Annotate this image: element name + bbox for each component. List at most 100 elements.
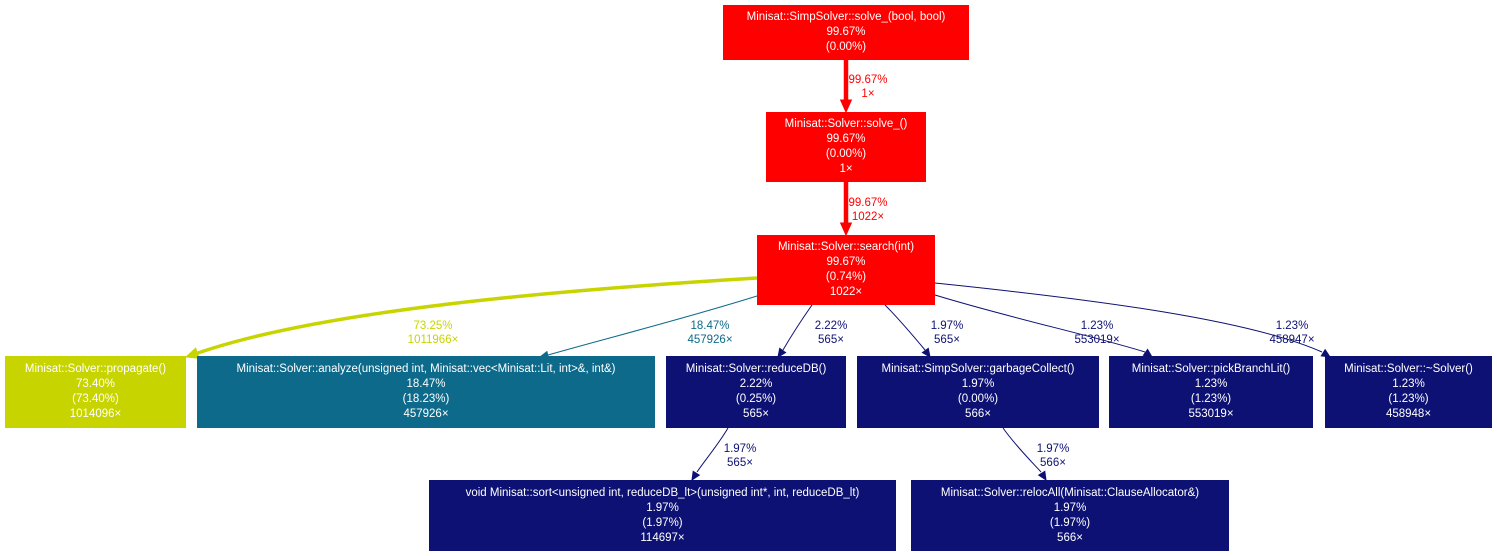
node-name: Minisat::Solver::propagate() (24, 363, 167, 375)
node-analyze[interactable]: Minisat::Solver::analyze(unsigned int, M… (197, 356, 655, 428)
edge-calls: 553019× (1074, 334, 1120, 346)
node-name: Minisat::Solver::~Solver() (1344, 363, 1473, 375)
edge-percent: 99.67% (848, 74, 888, 86)
edge-search-to-gc (884, 304, 926, 351)
edge-percent: 73.25% (413, 320, 453, 332)
node-solve_bool[interactable]: Minisat::SimpSolver::solve_(bool, bool)9… (723, 5, 969, 60)
node-search[interactable]: Minisat::Solver::search(int)99.67%(0.74%… (757, 235, 935, 305)
edge-calls: 565× (818, 334, 844, 346)
node-total: 99.67% (826, 26, 866, 38)
node-gc[interactable]: Minisat::SimpSolver::garbageCollect()1.9… (857, 356, 1099, 428)
node-total: 99.67% (826, 256, 866, 268)
edge-arrowhead (921, 347, 931, 358)
edge-label: 1.97% 565× (724, 442, 757, 470)
edge-percent: 2.22% (814, 320, 848, 332)
edge-search-to-analyze (547, 295, 758, 356)
edge-percent: 1.23% (1080, 320, 1114, 332)
node-self: (0.00%) (825, 148, 867, 160)
edge-arrowhead (184, 347, 200, 359)
edge-percent: 1.97% (1036, 443, 1070, 455)
node-total: 1.23% (1392, 378, 1425, 390)
edge-reducedb-to-sort (696, 427, 729, 473)
node-total: 2.22% (739, 378, 773, 390)
node-calls: 566× (965, 408, 991, 420)
edge-search-to-pick (934, 294, 1146, 353)
node-self: (0.25%) (735, 393, 777, 405)
node-self: (18.23%) (402, 393, 450, 405)
edge-calls: 1022× (851, 211, 885, 223)
edge-percent: 1.97% (930, 320, 964, 332)
edge-gc-to-reloc (1002, 427, 1042, 473)
edge-label: 73.25% 1011966× (408, 319, 459, 347)
node-name: void Minisat::sort<unsigned int, reduceD… (465, 486, 860, 499)
node-self: (1.97%) (1049, 516, 1091, 529)
edge-label: 99.67% 1022× (848, 196, 887, 224)
edge-arrowhead (1037, 470, 1047, 482)
edge-calls: 566× (1040, 457, 1066, 469)
node-dtor[interactable]: Minisat::Solver::~Solver()1.23%(1.23%)45… (1325, 356, 1492, 428)
node-reloc[interactable]: Minisat::Solver::relocAll(Minisat::Claus… (911, 480, 1229, 551)
node-calls: 1× (839, 163, 853, 175)
node-total: 1.97% (1053, 501, 1087, 514)
node-name: Minisat::Solver::solve_() (784, 118, 908, 130)
node-self: (1.97%) (642, 516, 683, 529)
node-total: 1.97% (646, 501, 679, 514)
edge-label: 1.23% 553019× (1074, 319, 1119, 347)
edge-arrowhead (777, 347, 787, 358)
edge-label: 99.67% 1× (848, 73, 887, 101)
edge-calls: 1× (861, 88, 875, 100)
node-calls: 566× (1057, 531, 1083, 544)
node-name: Minisat::SimpSolver::solve_(bool, bool) (746, 11, 946, 23)
edge-arrowhead (839, 222, 853, 237)
edge-calls: 457926× (687, 334, 733, 346)
node-calls: 1022× (829, 286, 863, 298)
node-propagate[interactable]: Minisat::Solver::propagate()73.40%(73.40… (5, 356, 186, 428)
edge-percent: 18.47% (690, 320, 730, 332)
node-calls: 114697× (640, 531, 685, 544)
node-solve[interactable]: Minisat::Solver::solve_()99.67%(0.00%)1× (766, 112, 926, 182)
edge-percent: 99.67% (848, 197, 888, 209)
node-calls: 457926× (403, 408, 449, 420)
node-total: 1.23% (1194, 378, 1228, 390)
node-sort[interactable]: void Minisat::sort<unsigned int, reduceD… (429, 480, 896, 551)
edge-calls: 565× (727, 457, 753, 469)
node-self: (73.40%) (72, 393, 119, 405)
edge-arrowhead (691, 470, 701, 482)
node-self: (0.00%) (957, 393, 999, 405)
edge-label: 1.97% 565× (931, 319, 964, 347)
node-total: 73.40% (75, 378, 115, 390)
node-calls: 1014096× (69, 408, 122, 420)
node-calls: 553019× (1188, 408, 1234, 420)
node-self: (1.23%) (1190, 393, 1232, 405)
node-pick[interactable]: Minisat::Solver::pickBranchLit()1.23%(1.… (1109, 356, 1313, 428)
edge-calls: 458947× (1269, 334, 1315, 346)
edge-percent: 1.97% (723, 443, 757, 455)
node-name: Minisat::Solver::analyze(unsigned int, M… (236, 363, 616, 375)
node-self: (0.00%) (825, 41, 867, 53)
node-name: Minisat::Solver::search(int) (777, 241, 915, 253)
edge-search-to-propagate (194, 276, 758, 356)
node-name: Minisat::Solver::relocAll(Minisat::Claus… (940, 486, 1200, 499)
node-total: 99.67% (826, 133, 866, 145)
edge-label: 1.97% 566× (1037, 442, 1070, 470)
edge-calls: 565× (934, 334, 960, 346)
edge-label: 2.22% 565× (815, 319, 848, 347)
node-name: Minisat::Solver::reduceDB() (685, 363, 827, 375)
node-calls: 458948× (1385, 408, 1432, 420)
edge-calls: 1011966× (407, 334, 459, 346)
node-total: 1.97% (961, 378, 995, 390)
node-self: (1.23%) (1388, 393, 1429, 405)
edge-search-to-reducedb (782, 304, 813, 351)
edge-percent: 1.23% (1275, 320, 1309, 332)
node-total: 18.47% (406, 378, 446, 390)
edge-label: 1.23% 458947× (1269, 319, 1314, 347)
node-reducedb[interactable]: Minisat::Solver::reduceDB()2.22%(0.25%)5… (666, 356, 846, 428)
edge-search-to-dtor (934, 282, 1323, 353)
node-name: Minisat::SimpSolver::garbageCollect() (881, 363, 1075, 375)
node-self: (0.74%) (825, 271, 867, 283)
node-calls: 565× (743, 408, 769, 420)
edge-arrowhead (839, 99, 853, 114)
edge-label: 18.47% 457926× (687, 319, 732, 347)
node-name: Minisat::Solver::pickBranchLit() (1131, 363, 1291, 375)
